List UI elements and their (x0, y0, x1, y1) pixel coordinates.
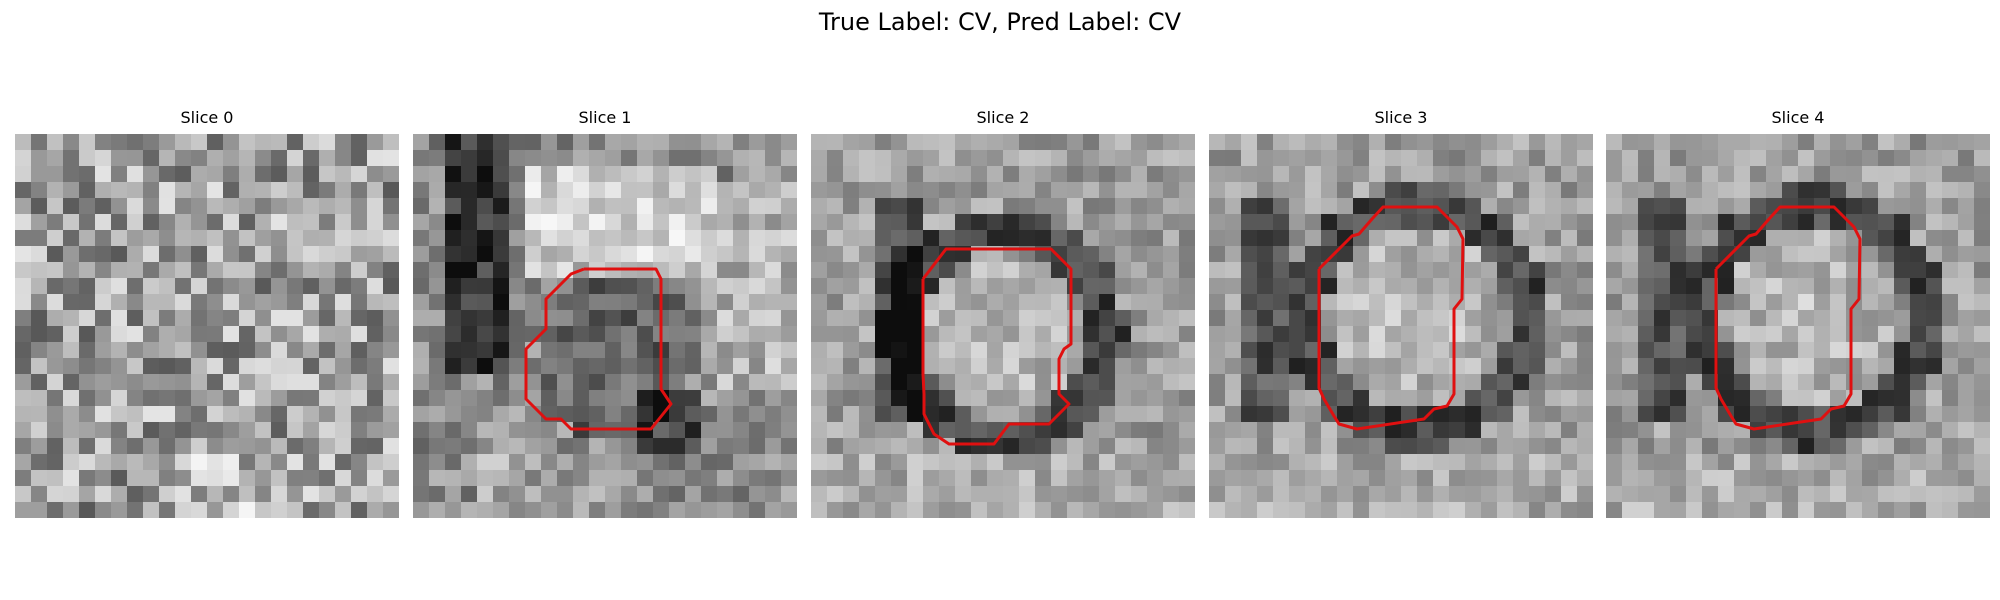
slice-title-1: Slice 1 (578, 108, 632, 127)
segmentation-contour (1714, 205, 1862, 431)
slice-image-4 (1606, 134, 1990, 518)
slice-image-0 (15, 134, 399, 518)
slice-image-2 (811, 134, 1195, 518)
pixel-grid (15, 134, 399, 518)
segmentation-contour (1317, 205, 1465, 431)
segmentation-contour (524, 267, 673, 431)
slice-title-3: Slice 3 (1374, 108, 1428, 127)
slice-image-1 (413, 134, 797, 518)
pixel-grid (1606, 134, 1990, 518)
pixel-grid (413, 134, 797, 518)
figure-title: True Label: CV, Pred Label: CV (818, 8, 1182, 36)
slice-image-3 (1209, 134, 1593, 518)
slice-title-0: Slice 0 (180, 108, 234, 127)
slice-title-4: Slice 4 (1771, 108, 1825, 127)
pixel-grid (811, 134, 1195, 518)
slice-title-2: Slice 2 (976, 108, 1030, 127)
segmentation-contour (921, 247, 1073, 446)
pixel-grid (1209, 134, 1593, 518)
